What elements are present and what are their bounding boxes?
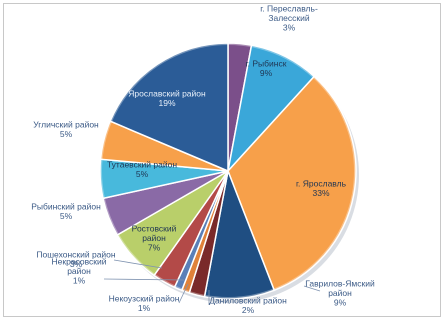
slice-label-9: Рыбинский район 5% [31,201,101,221]
slice-label-7: Пошехонский район 3% [36,249,116,268]
slice-label-10: Тутаевский район 5% [107,159,177,179]
leader-line-3 [303,285,321,292]
pie-slice-12 [109,42,229,173]
slice-label-3: Гаврилов-Ямский район 9% [305,279,375,308]
slice-label-11: Угличский район 5% [33,119,99,139]
slice-label-8: Ростовский район 7% [132,224,177,253]
pie-highlight [100,43,356,299]
slice-label-0: г. Переславль-Залесский 3% [260,4,318,33]
slice-label-6: Некрасовский район 1% [52,257,107,286]
leader-line-7 [113,259,163,269]
slice-label-12: Ярославский район 19% [128,88,206,108]
pie-chart: г. Переславль-Залесский 3% г. Рыбинск 9% г. … [31,4,375,315]
leader-line-6 [103,278,185,281]
chart-frame: г. Переславль-Залесский 3% г. Рыбинск 9% г. … [3,3,441,317]
slice-label-5: Некоузский район 1% [109,293,180,313]
slice-label-4: Даниловский район 2% [209,295,287,315]
slice-label-1: г. Рыбинск 9% [246,58,287,78]
leader-line-5 [178,283,189,304]
pie-slice-2 [227,75,357,292]
slice-label-2: г. Ярославль 33% [296,178,347,198]
